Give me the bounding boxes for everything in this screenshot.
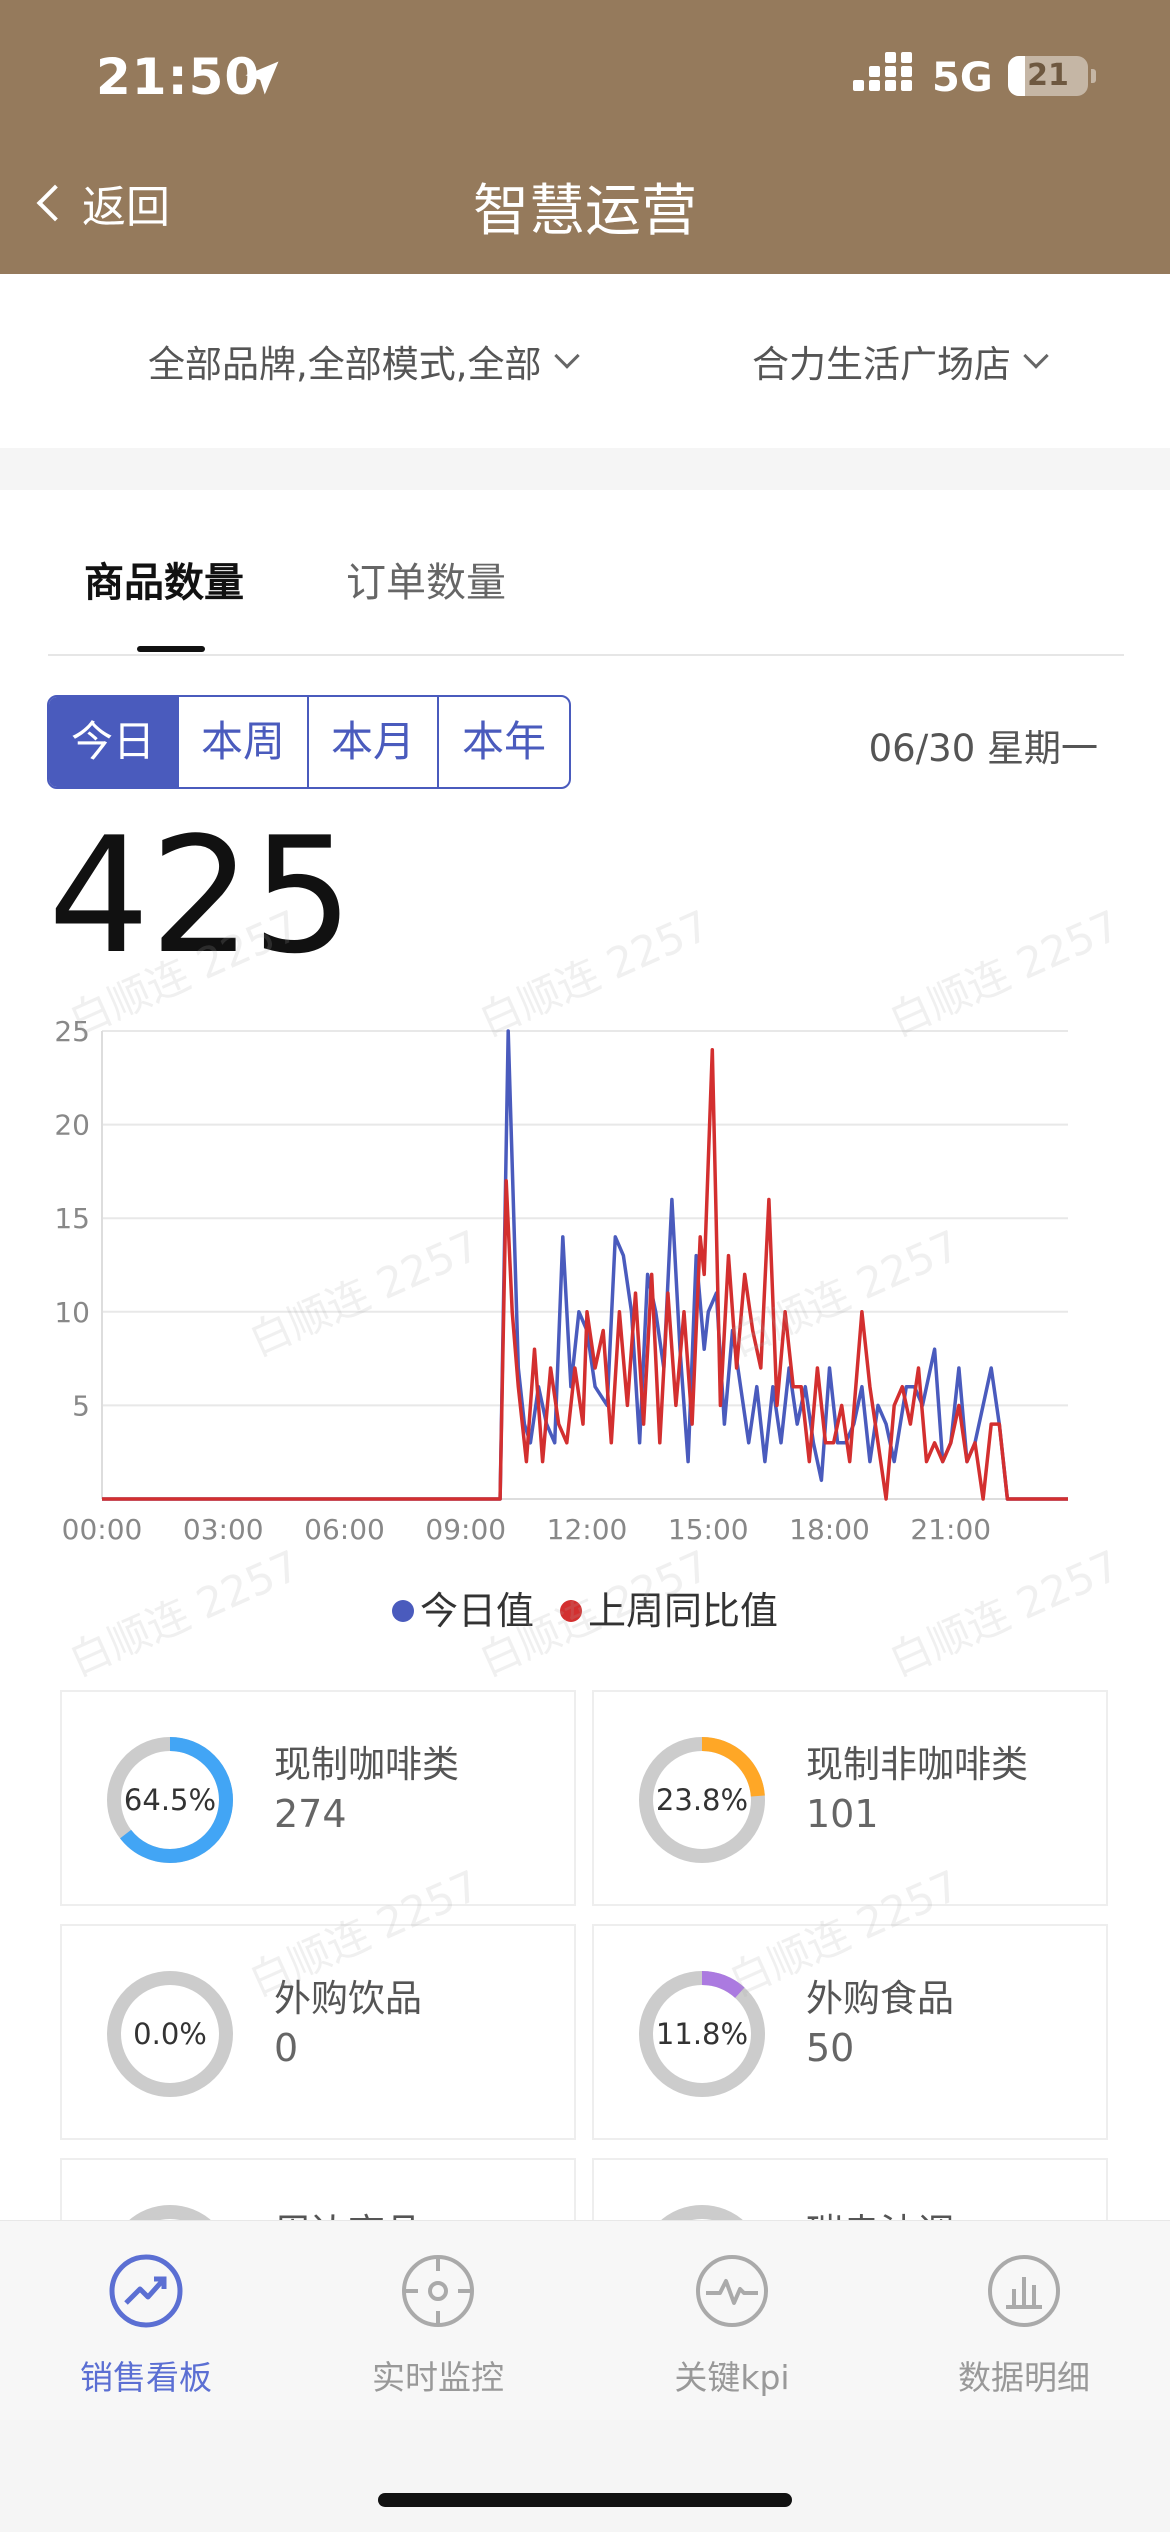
bottom-tab-bar: 销售看板 实时监控 关键kpi 数据明细 [0, 2220, 1170, 2420]
back-label: 返回 [82, 182, 170, 233]
brand-filter-dropdown[interactable]: 全部品牌,全部模式,全部 [148, 334, 580, 388]
period-selector: 今日 本周 本月 本年 [47, 695, 571, 789]
y-tick-label: 5 [72, 1389, 90, 1422]
y-tick-label: 20 [54, 1109, 90, 1142]
tab-order-count[interactable]: 订单数量 [346, 560, 506, 606]
x-tick-label: 15:00 [668, 1513, 749, 1546]
tab-sales-board[interactable]: 销售看板 [26, 2251, 266, 2399]
category-percent: 0.0% [133, 2017, 207, 2051]
trend-icon [109, 2254, 183, 2328]
back-button[interactable]: 返回 [28, 170, 170, 236]
tab-label: 数据明细 [958, 2358, 1090, 2397]
series-line-today [102, 1029, 1068, 1501]
tab-label: 实时监控 [372, 2358, 504, 2397]
category-card[interactable]: 0.0% 外购饮品 0 [60, 1924, 576, 2140]
category-name: 外购食品 [806, 1977, 954, 2020]
pulse-icon [696, 2255, 768, 2327]
category-value: 0 [274, 2026, 299, 2070]
category-value: 274 [274, 1792, 347, 1836]
tab-divider [48, 654, 1124, 656]
x-tick-label: 06:00 [304, 1513, 385, 1546]
home-indicator [378, 2493, 792, 2507]
legend-last-week-marker [560, 1599, 583, 1622]
stats-card: 商品数量 订单数量 今日 本周 本月 本年 06/30 星期一 425 25 20… [0, 490, 1170, 2374]
tab-data-detail[interactable]: 数据明细 [904, 2251, 1144, 2399]
tab-product-count[interactable]: 商品数量 [84, 560, 244, 606]
category-name: 现制咖啡类 [274, 1743, 459, 1786]
network-type: 5G [932, 55, 993, 101]
period-week[interactable]: 本周 [179, 697, 309, 787]
battery-cap [1091, 69, 1096, 83]
category-percent: 23.8% [655, 1783, 749, 1817]
y-tick-label: 10 [54, 1296, 90, 1329]
store-filter-label: 合力生活广场店 [752, 343, 1011, 386]
category-value: 50 [806, 2026, 855, 2070]
category-card[interactable]: 23.8% 现制非咖啡类 101 [592, 1690, 1108, 1906]
cellular-signal-icon [853, 52, 913, 98]
x-tick-label: 18:00 [789, 1513, 870, 1546]
x-tick-label: 09:00 [425, 1513, 506, 1546]
battery-icon: 21 [1008, 56, 1088, 96]
tab-label: 销售看板 [80, 2358, 212, 2397]
period-year[interactable]: 本年 [461, 717, 546, 766]
chevron-down-icon [553, 343, 580, 369]
total-count: 425 [48, 802, 354, 989]
donut-ring [107, 1737, 233, 1863]
tab-realtime-monitor[interactable]: 实时监控 [318, 2251, 558, 2399]
store-filter-dropdown[interactable]: 合力生活广场店 [752, 334, 1049, 388]
legend-today-marker [391, 1599, 414, 1622]
donut-ring [639, 1737, 765, 1863]
target-icon [402, 2255, 474, 2327]
app-header: 21:50 5G 21 返回 智慧运营 [0, 0, 1170, 274]
active-tab-indicator [137, 646, 205, 652]
date-label: 06/30 星期一 [868, 727, 1098, 770]
donut-ring [107, 1971, 233, 2097]
category-name: 外购饮品 [274, 1977, 422, 2020]
category-card[interactable]: 64.5% 现制咖啡类 274 [60, 1690, 576, 1906]
category-name: 现制非咖啡类 [806, 1743, 1028, 1786]
filter-bar: 全部品牌,全部模式,全部 合力生活广场店 [0, 274, 1170, 448]
category-percent: 64.5% [123, 1783, 217, 1817]
donut-ring [639, 1971, 765, 2097]
category-percent: 11.8% [655, 2017, 749, 2051]
x-tick-label: 00:00 [62, 1513, 143, 1546]
chevron-down-icon [1023, 343, 1049, 369]
x-tick-label: 03:00 [183, 1513, 264, 1546]
period-month[interactable]: 本月 [309, 697, 439, 787]
series-line-last-week [102, 1047, 1068, 1501]
bar-chart-icon [988, 2255, 1060, 2327]
category-value: 101 [806, 1792, 879, 1836]
line-chart: 25 20 15 10 5 00:00 03:00 06:00 09:00 12:00 15:00 1… [54, 1015, 1068, 1546]
legend-today-label: 今日值 [419, 1589, 534, 1633]
status-time: 21:50 [96, 48, 261, 106]
period-today[interactable]: 今日 [49, 697, 179, 787]
tab-key-kpi[interactable]: 关键kpi [612, 2251, 852, 2399]
location-arrow-icon [245, 61, 279, 95]
y-tick-label: 25 [54, 1015, 90, 1048]
legend-last-week-label: 上周同比值 [588, 1589, 779, 1633]
battery-level: 21 [1027, 58, 1069, 93]
page-title: 智慧运营 [473, 179, 697, 244]
x-tick-label: 21:00 [910, 1513, 991, 1546]
chart-legend: 今日值 上周同比值 [0, 1580, 1170, 1635]
x-tick-label: 12:00 [547, 1513, 628, 1546]
category-card[interactable]: 11.8% 外购食品 50 [592, 1924, 1108, 2140]
tab-label: 关键kpi [674, 2358, 790, 2397]
brand-filter-label: 全部品牌,全部模式,全部 [148, 343, 542, 386]
y-tick-label: 15 [54, 1202, 90, 1235]
